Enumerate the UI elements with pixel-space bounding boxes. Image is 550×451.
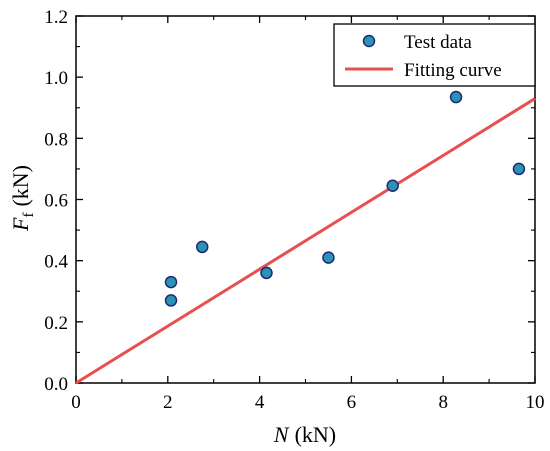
y-axis-label-unit: (kN) (8, 165, 33, 207)
data-layer (75, 90, 536, 385)
legend: Test data Fitting curve (333, 23, 536, 87)
test-data-point (260, 266, 273, 280)
x-tick-label: 0 (71, 392, 81, 413)
legend-label-fitting-curve: Fitting curve (404, 60, 502, 81)
legend-label-test-data: Test data (404, 32, 472, 53)
y-tick-label: 0.8 (44, 129, 68, 150)
y-axis-label-var: F (8, 217, 33, 232)
x-tick-label: 2 (163, 392, 173, 413)
test-data-point (195, 240, 209, 254)
x-tick-label: 6 (347, 392, 357, 413)
x-axis-label: N (kN) (273, 422, 336, 447)
x-tick-label: 8 (438, 392, 448, 413)
legend-marker-test-data (362, 34, 376, 48)
test-data-point (322, 251, 335, 264)
plot-area: 0 2 4 6 8 10 0.0 0.2 0.4 0.6 0.8 1.0 1.2 (44, 7, 544, 413)
y-tick-label: 1.0 (44, 68, 68, 89)
test-data-point (386, 179, 399, 192)
x-axis-label-unit: (kN) (295, 422, 337, 447)
test-data-point (164, 294, 178, 307)
y-tick-label: 0.6 (44, 191, 68, 212)
y-tick-label: 1.2 (44, 7, 68, 28)
x-axis-label-var: N (273, 422, 290, 447)
y-axis-label-sub: f (21, 213, 37, 218)
x-tick-label: 10 (526, 392, 545, 413)
y-tick-label: 0.0 (44, 374, 68, 395)
x-tick-label: 4 (255, 392, 265, 413)
y-axis-label: Ff (kN) (8, 165, 37, 232)
fitting-curve-line (75, 97, 536, 385)
y-tick-label: 0.2 (44, 313, 68, 334)
test-data-point (449, 90, 463, 104)
y-tick-label: 0.4 (44, 252, 68, 273)
test-data-point (164, 275, 178, 289)
test-data-point (512, 162, 526, 176)
legend-box (333, 23, 536, 87)
